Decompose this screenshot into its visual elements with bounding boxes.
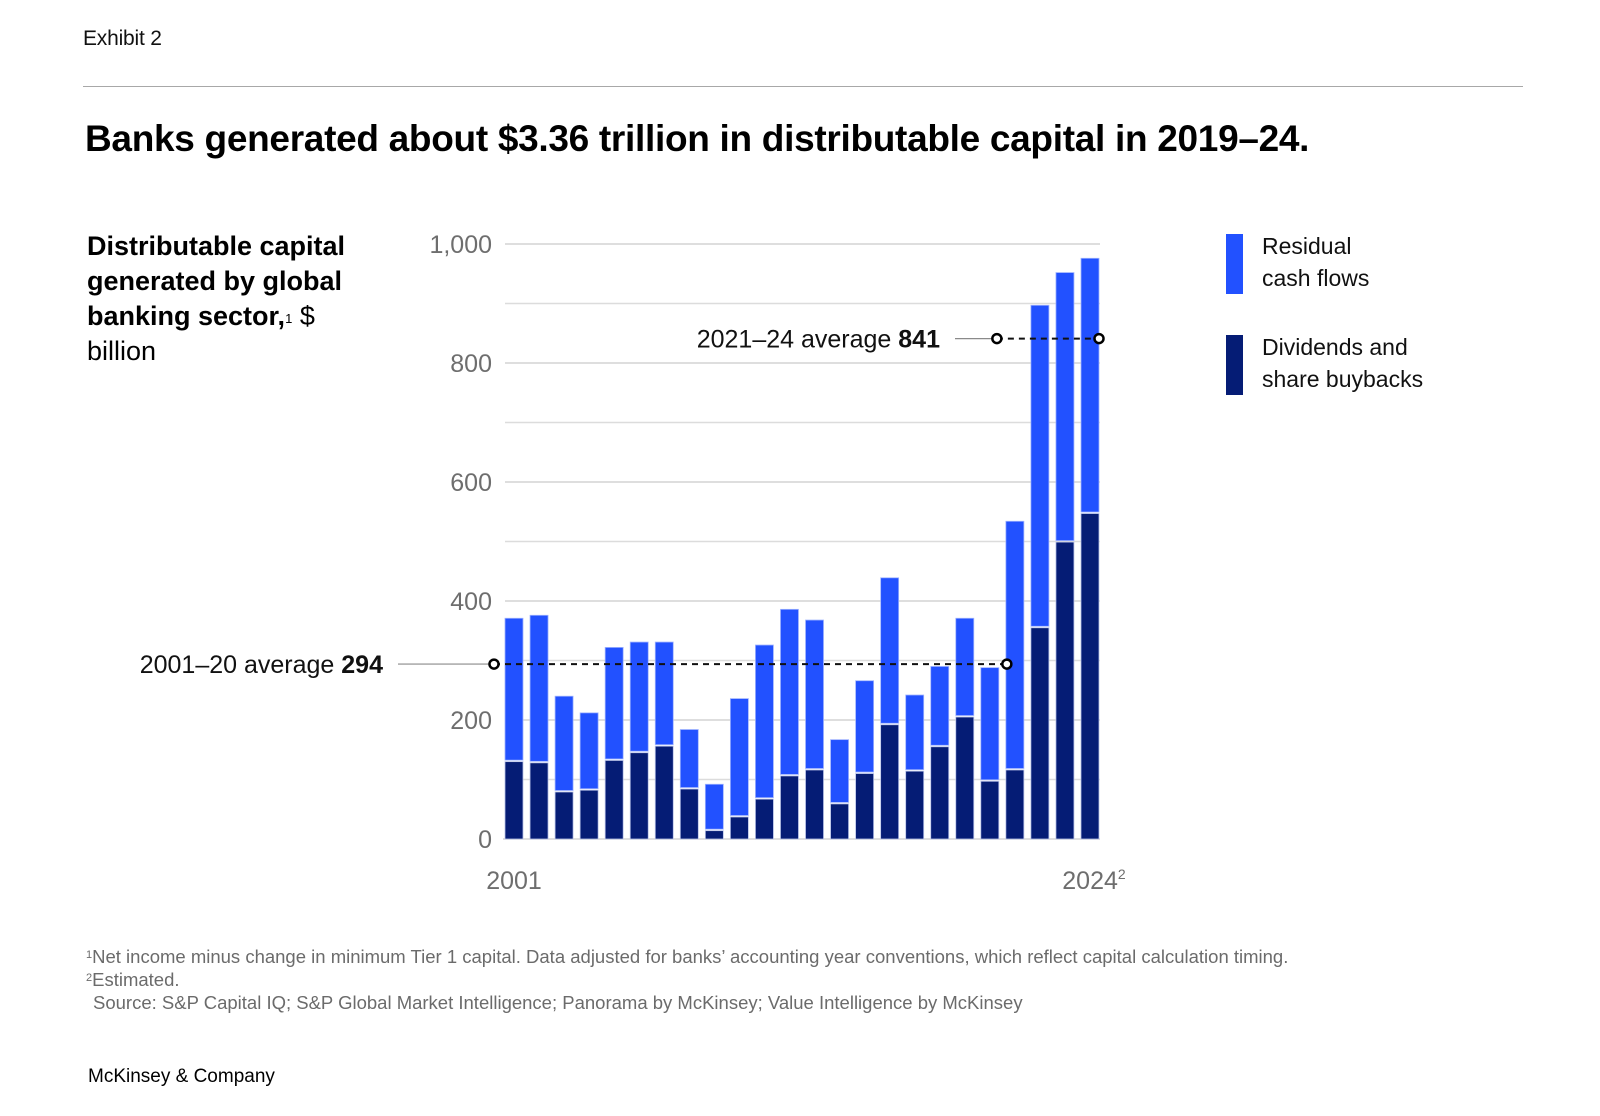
footnote-1-ref: 1 [86, 949, 93, 961]
bar-dividends-2021 [1005, 769, 1025, 840]
bar-residual-2007 [654, 641, 674, 746]
header-divider [83, 86, 1523, 87]
footnote-ref-1: 1 [285, 311, 293, 326]
bar-residual-2021 [1005, 520, 1025, 769]
legend-swatch-dividends [1226, 335, 1243, 395]
bar-dividends-2015 [855, 773, 875, 840]
legend-item-residual: Residual cash flows [1226, 230, 1370, 294]
bar-dividends-2007 [654, 745, 674, 840]
bar-dividends-2016 [880, 724, 900, 840]
avg-2021-24-label-text: 2021–24 average [697, 326, 899, 354]
bar-dividends-2018 [930, 746, 950, 840]
brand-logo-text: McKinsey & Company [88, 1066, 275, 1087]
footnote-2: 2Estimated. [86, 968, 1288, 991]
bar-dividends-2012 [780, 775, 799, 840]
reference-lines: 2001–20 average 294 2021–24 average 841 [140, 326, 1105, 679]
bar-dividends-2002 [529, 762, 549, 840]
x-tick-text: 2024 [1062, 867, 1118, 895]
x-tick-text: 2001 [486, 867, 542, 895]
bar-residual-2018 [930, 666, 950, 746]
bar-dividends-2022 [1030, 627, 1050, 840]
bar-residual-2010 [729, 698, 749, 816]
bar-residual-2002 [529, 614, 549, 762]
bar-dividends-2010 [729, 816, 749, 840]
legend-label-line1: Residual [1262, 233, 1352, 259]
legend-label-line2: share buybacks [1262, 366, 1424, 392]
bar-dividends-2008 [679, 788, 699, 840]
bar-residual-2022 [1030, 304, 1050, 627]
legend-item-dividends: Dividends and share buybacks [1226, 331, 1424, 395]
bar-residual-2008 [679, 729, 699, 788]
y-tick-label: 0 [478, 826, 492, 854]
footnotes: 1Net income minus change in minimum Tier… [86, 945, 1288, 1014]
bar-dividends-2019 [955, 716, 975, 840]
bar-dividends-2024 [1080, 513, 1100, 840]
bar-residual-2024 [1080, 257, 1100, 513]
x-tick-label-2001: 2001 [486, 867, 542, 895]
avg-2001-20-start-marker [488, 658, 500, 670]
bar-residual-2004 [579, 712, 599, 790]
exhibit-label: Exhibit 2 [83, 27, 162, 50]
x-axis-ticks: 2001 20242 [486, 866, 1126, 895]
y-axis-ticks: 0 200 400 600 800 1,000 [429, 231, 492, 854]
bar-dividends-2023 [1055, 541, 1075, 840]
bar-dividends-2004 [579, 789, 599, 840]
avg-2001-20-label-text: 2001–20 average [140, 651, 342, 679]
footnote-1-text: Net income minus change in minimum Tier … [92, 946, 1289, 967]
bar-dividends-2003 [554, 791, 574, 840]
bars [504, 257, 1100, 840]
x-tick-footnote-ref: 2 [1118, 866, 1126, 882]
x-tick-label-2024: 20242 [1062, 866, 1126, 895]
bar-dividends-2009 [704, 830, 724, 840]
bar-residual-2019 [955, 617, 975, 716]
footnote-1: 1Net income minus change in minimum Tier… [86, 945, 1288, 968]
bar-dividends-2011 [755, 798, 774, 840]
bar-residual-2009 [704, 783, 724, 830]
bar-dividends-2013 [805, 769, 824, 840]
footnote-2-text: Estimated. [92, 969, 180, 990]
bar-residual-2016 [880, 577, 900, 724]
chart-title: Banks generated about $3.36 trillion in … [85, 118, 1310, 159]
legend-label-line2: cash flows [1262, 265, 1370, 291]
bar-residual-2003 [554, 695, 574, 791]
bar-dividends-2001 [504, 761, 524, 840]
avg-2001-20-value: 294 [341, 651, 383, 679]
avg-2021-24-start-marker [991, 332, 1003, 345]
bar-residual-2017 [905, 694, 925, 771]
y-axis-title: Distributable capital generated by globa… [87, 229, 387, 369]
bar-residual-2001 [504, 617, 524, 761]
avg-2021-24-value: 841 [898, 326, 940, 354]
avg-2001-20-label: 2001–20 average 294 [140, 651, 383, 679]
y-tick-label: 400 [450, 588, 492, 616]
bar-residual-2005 [604, 647, 624, 760]
bar-residual-2015 [855, 680, 875, 773]
legend-swatch-residual [1226, 234, 1243, 294]
footnote-2-ref: 2 [86, 972, 93, 984]
y-axis-title-text: Distributable capital generated by globa… [87, 231, 346, 331]
bar-residual-2013 [805, 619, 824, 769]
bar-residual-2012 [780, 608, 799, 775]
legend-label-line1: Dividends and [1262, 334, 1408, 360]
bar-dividends-2017 [905, 770, 925, 840]
bar-residual-2014 [830, 739, 849, 803]
bar-residual-2020 [980, 667, 1000, 781]
bar-dividends-2006 [629, 752, 649, 840]
avg-2021-24-end-marker [1093, 332, 1105, 345]
avg-2001-20-end-marker [1001, 658, 1013, 670]
y-tick-label: 600 [450, 469, 492, 497]
source-note: Source: S&P Capital IQ; S&P Global Marke… [93, 992, 1023, 1013]
bar-residual-2011 [755, 644, 774, 799]
bar-residual-2006 [629, 641, 649, 752]
bar-dividends-2005 [604, 760, 624, 840]
avg-2021-24-label: 2021–24 average 841 [697, 326, 940, 354]
y-tick-label: 1,000 [429, 231, 492, 259]
y-tick-label: 200 [450, 707, 492, 735]
gridlines [503, 243, 1100, 840]
bar-dividends-2014 [830, 803, 849, 840]
bar-dividends-2020 [980, 780, 1000, 840]
bar-residual-2023 [1055, 272, 1075, 541]
y-tick-label: 800 [450, 350, 492, 378]
y-axis-unit: $ billion [87, 301, 315, 366]
